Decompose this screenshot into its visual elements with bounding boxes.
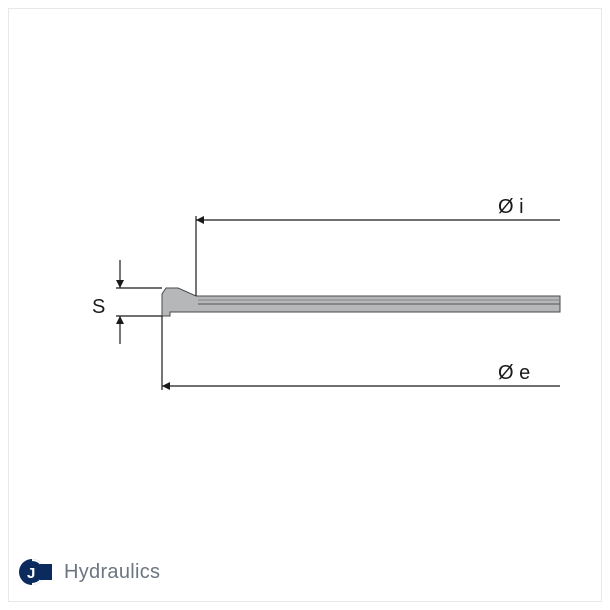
logo-icon: J	[18, 552, 58, 592]
svg-text:J: J	[27, 565, 35, 582]
brand-logo: J Hydraulics	[18, 552, 160, 592]
brand-text: Hydraulics	[64, 561, 160, 584]
diameter-outer-label: Ø e	[498, 362, 530, 385]
thickness-label: S	[92, 296, 105, 319]
diameter-inner-label: Ø i	[498, 196, 524, 219]
